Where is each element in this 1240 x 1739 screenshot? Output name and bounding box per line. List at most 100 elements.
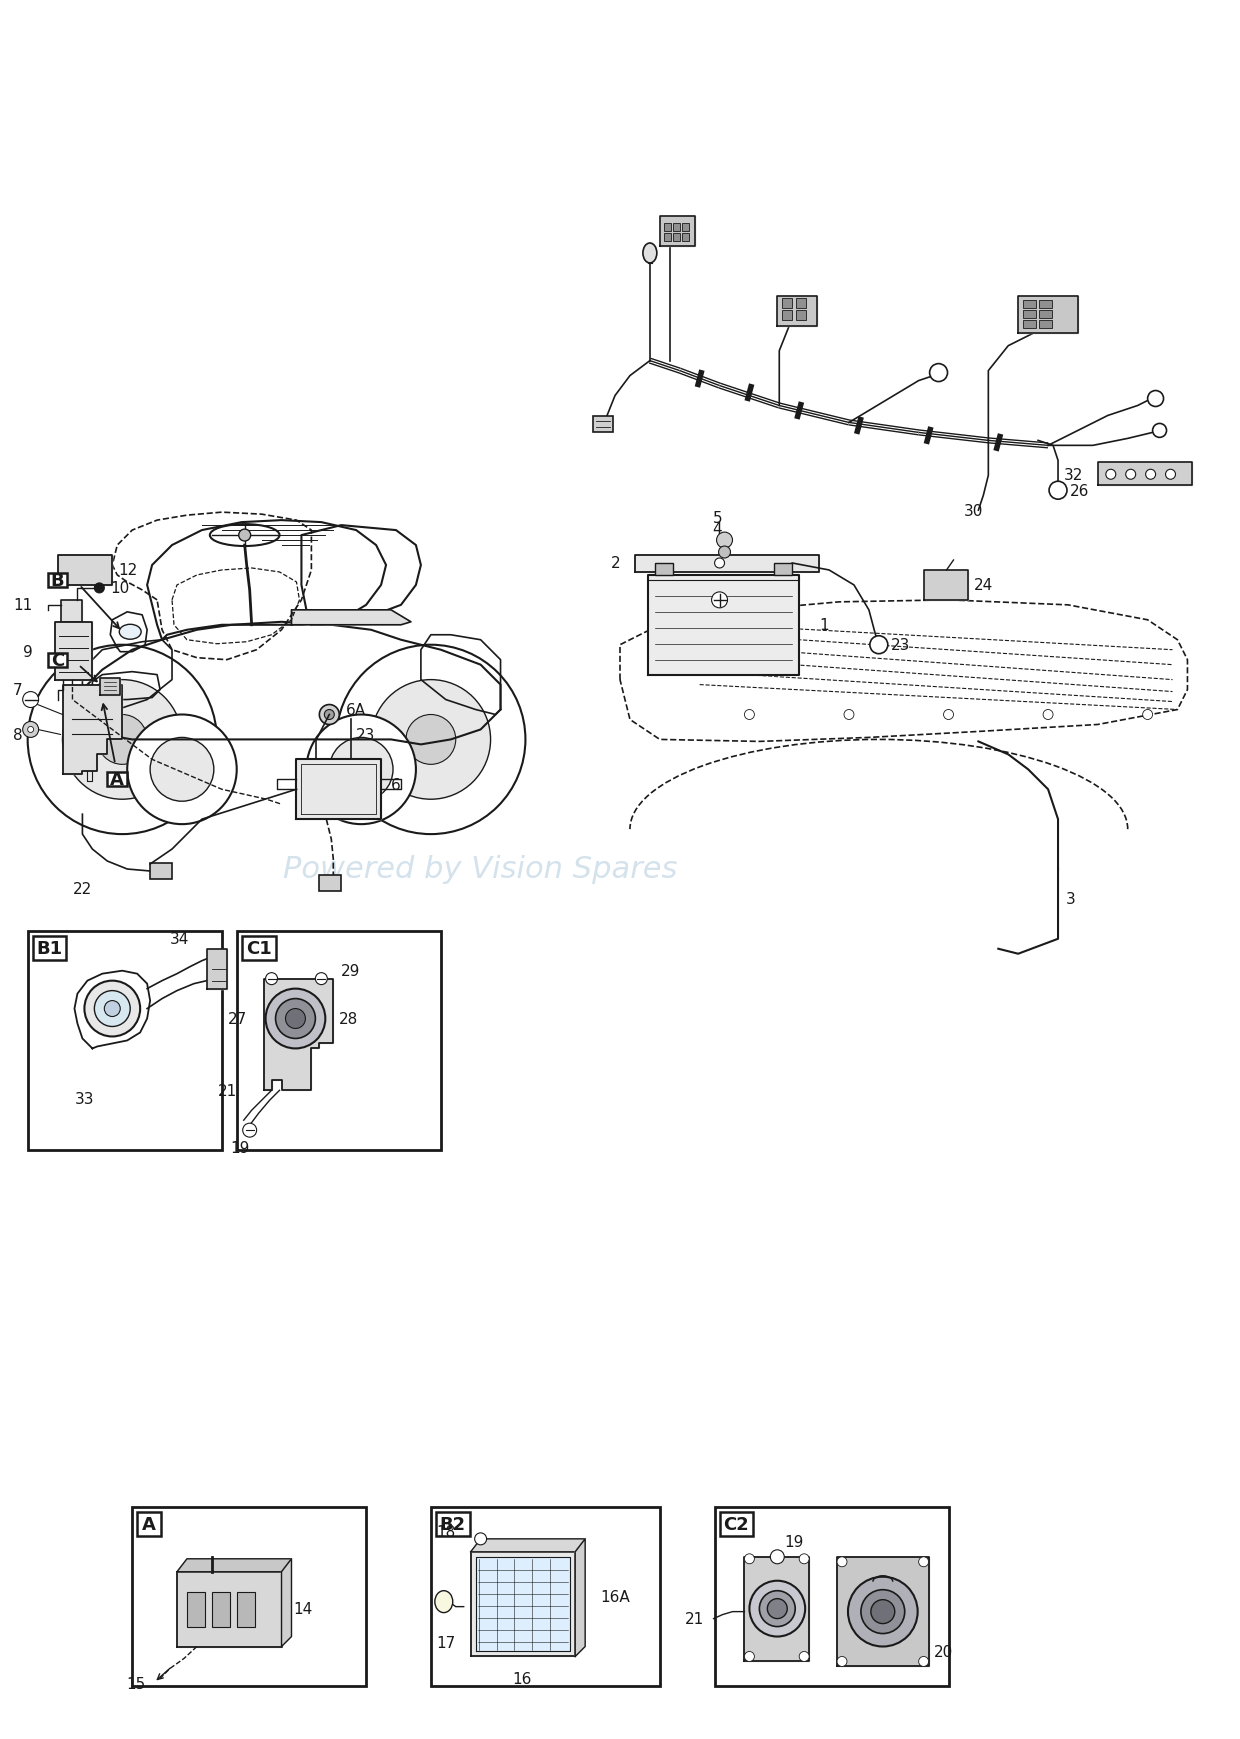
FancyBboxPatch shape	[47, 654, 67, 668]
Circle shape	[330, 737, 393, 802]
Polygon shape	[281, 1558, 291, 1647]
Text: 19: 19	[231, 1141, 249, 1155]
Ellipse shape	[435, 1591, 453, 1612]
FancyBboxPatch shape	[47, 574, 67, 588]
Circle shape	[62, 680, 182, 800]
FancyBboxPatch shape	[108, 772, 128, 786]
FancyBboxPatch shape	[430, 1508, 660, 1687]
Polygon shape	[100, 678, 120, 696]
FancyBboxPatch shape	[673, 235, 680, 242]
Circle shape	[770, 1549, 784, 1563]
Circle shape	[22, 722, 38, 737]
Polygon shape	[575, 1539, 585, 1657]
Text: 6: 6	[391, 777, 401, 793]
FancyBboxPatch shape	[242, 936, 275, 960]
Text: 16A: 16A	[600, 1589, 630, 1605]
Circle shape	[848, 1577, 918, 1647]
Polygon shape	[207, 949, 227, 989]
Text: 19: 19	[784, 1534, 804, 1549]
Text: 18: 18	[436, 1525, 456, 1539]
FancyBboxPatch shape	[782, 299, 792, 308]
Text: 24: 24	[973, 577, 993, 593]
Circle shape	[944, 710, 954, 720]
Text: 12: 12	[118, 563, 138, 577]
Polygon shape	[777, 297, 817, 327]
Circle shape	[749, 1581, 805, 1636]
FancyBboxPatch shape	[593, 417, 613, 433]
Circle shape	[265, 974, 278, 984]
Polygon shape	[177, 1572, 281, 1647]
Circle shape	[94, 584, 104, 593]
Polygon shape	[647, 576, 800, 675]
FancyBboxPatch shape	[673, 224, 680, 231]
Circle shape	[315, 974, 327, 984]
Circle shape	[861, 1589, 905, 1633]
Circle shape	[1126, 470, 1136, 480]
Polygon shape	[660, 217, 694, 247]
Text: 22: 22	[73, 882, 92, 896]
Text: C2: C2	[724, 1515, 749, 1534]
Text: 17: 17	[436, 1635, 455, 1650]
Text: 15: 15	[126, 1676, 145, 1690]
Ellipse shape	[642, 243, 657, 264]
Polygon shape	[635, 556, 820, 572]
FancyBboxPatch shape	[27, 932, 222, 1151]
FancyBboxPatch shape	[138, 1513, 161, 1536]
Text: 26: 26	[1070, 483, 1090, 499]
Circle shape	[94, 991, 130, 1028]
FancyBboxPatch shape	[133, 1508, 366, 1687]
Circle shape	[22, 692, 38, 708]
Text: 21: 21	[217, 1083, 237, 1097]
Polygon shape	[1018, 297, 1078, 334]
Text: 14: 14	[294, 1602, 312, 1616]
Circle shape	[325, 710, 335, 720]
Ellipse shape	[119, 624, 141, 640]
Text: B2: B2	[440, 1515, 466, 1534]
FancyBboxPatch shape	[1039, 311, 1052, 318]
Text: 9: 9	[22, 645, 32, 659]
FancyBboxPatch shape	[150, 864, 172, 880]
Circle shape	[27, 645, 217, 835]
Circle shape	[1106, 470, 1116, 480]
Polygon shape	[291, 610, 410, 626]
Circle shape	[27, 727, 33, 734]
Text: 28: 28	[340, 1012, 358, 1026]
Circle shape	[919, 1556, 929, 1567]
FancyBboxPatch shape	[435, 1513, 470, 1536]
Text: 1: 1	[820, 617, 828, 633]
Text: 7: 7	[12, 683, 22, 697]
Polygon shape	[476, 1556, 570, 1652]
FancyBboxPatch shape	[714, 1508, 949, 1687]
Polygon shape	[744, 1556, 810, 1661]
Text: 3: 3	[1066, 892, 1076, 906]
FancyBboxPatch shape	[796, 299, 806, 308]
Circle shape	[98, 715, 148, 765]
FancyBboxPatch shape	[212, 1591, 229, 1626]
Polygon shape	[55, 623, 92, 680]
Polygon shape	[177, 1558, 291, 1572]
Circle shape	[150, 737, 213, 802]
Circle shape	[712, 593, 728, 609]
Circle shape	[243, 1123, 257, 1137]
Circle shape	[104, 1002, 120, 1017]
Circle shape	[306, 715, 415, 824]
Text: 29: 29	[341, 963, 361, 979]
Circle shape	[744, 1652, 754, 1661]
Circle shape	[1153, 424, 1167, 438]
Circle shape	[275, 998, 315, 1038]
Polygon shape	[1097, 463, 1193, 485]
Circle shape	[744, 1555, 754, 1563]
Circle shape	[759, 1591, 795, 1626]
Text: 27: 27	[227, 1012, 247, 1026]
Circle shape	[930, 365, 947, 383]
Circle shape	[239, 530, 250, 543]
FancyBboxPatch shape	[796, 311, 806, 320]
Circle shape	[336, 645, 526, 835]
Circle shape	[837, 1556, 847, 1567]
Circle shape	[800, 1652, 810, 1661]
FancyBboxPatch shape	[1039, 320, 1052, 329]
Text: 4: 4	[713, 522, 723, 537]
Text: 5: 5	[713, 511, 723, 525]
FancyBboxPatch shape	[1023, 320, 1037, 329]
Text: 33: 33	[74, 1090, 94, 1106]
